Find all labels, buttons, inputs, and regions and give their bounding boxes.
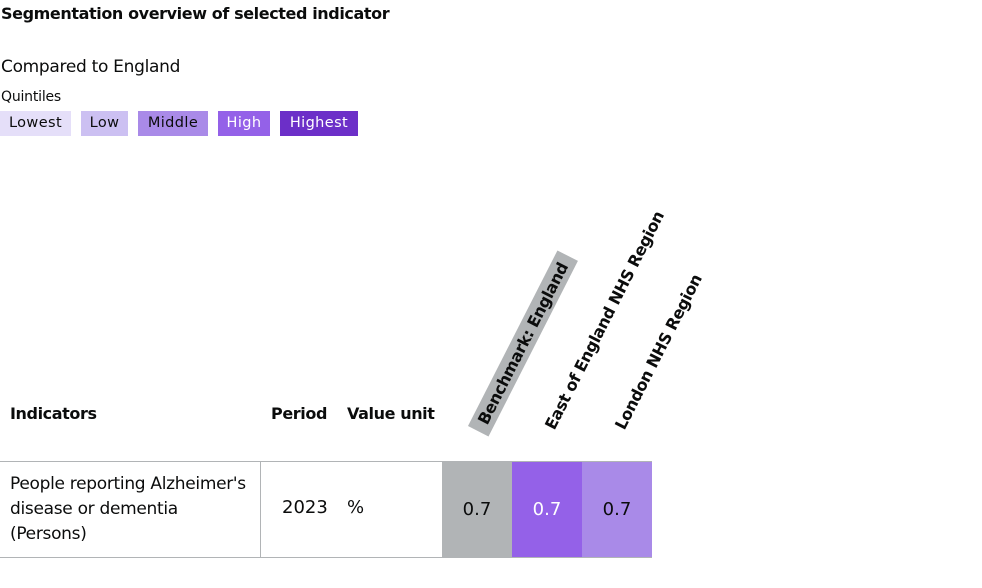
compared-to-label: Compared to England — [1, 57, 181, 77]
table-divider-top — [0, 461, 652, 462]
quintiles-label: Quintiles — [1, 89, 62, 105]
value-unit: % — [347, 497, 365, 518]
indicator-name[interactable]: People reporting Alzheimer's disease or … — [10, 474, 246, 544]
area-east-of-england-value-cell[interactable]: 0.7 — [512, 462, 582, 557]
legend-low: Low — [81, 111, 128, 136]
header-period: Period — [271, 404, 327, 423]
area-london-value-cell[interactable]: 0.7 — [582, 462, 652, 557]
header-value-unit: Value unit — [347, 404, 435, 423]
legend-lowest: Lowest — [0, 111, 71, 136]
page-title: Segmentation overview of selected indica… — [1, 4, 390, 23]
legend-middle: Middle — [138, 111, 208, 136]
header-area-east-of-england: East of England NHS Region — [541, 207, 668, 433]
benchmark-value-cell: 0.7 — [442, 462, 512, 557]
legend-high: High — [218, 111, 270, 136]
table-divider-bottom — [0, 557, 652, 558]
period-value: 2023 — [282, 497, 328, 518]
header-indicators: Indicators — [10, 404, 97, 423]
table-column-divider — [260, 461, 261, 558]
legend-highest: Highest — [280, 111, 358, 136]
